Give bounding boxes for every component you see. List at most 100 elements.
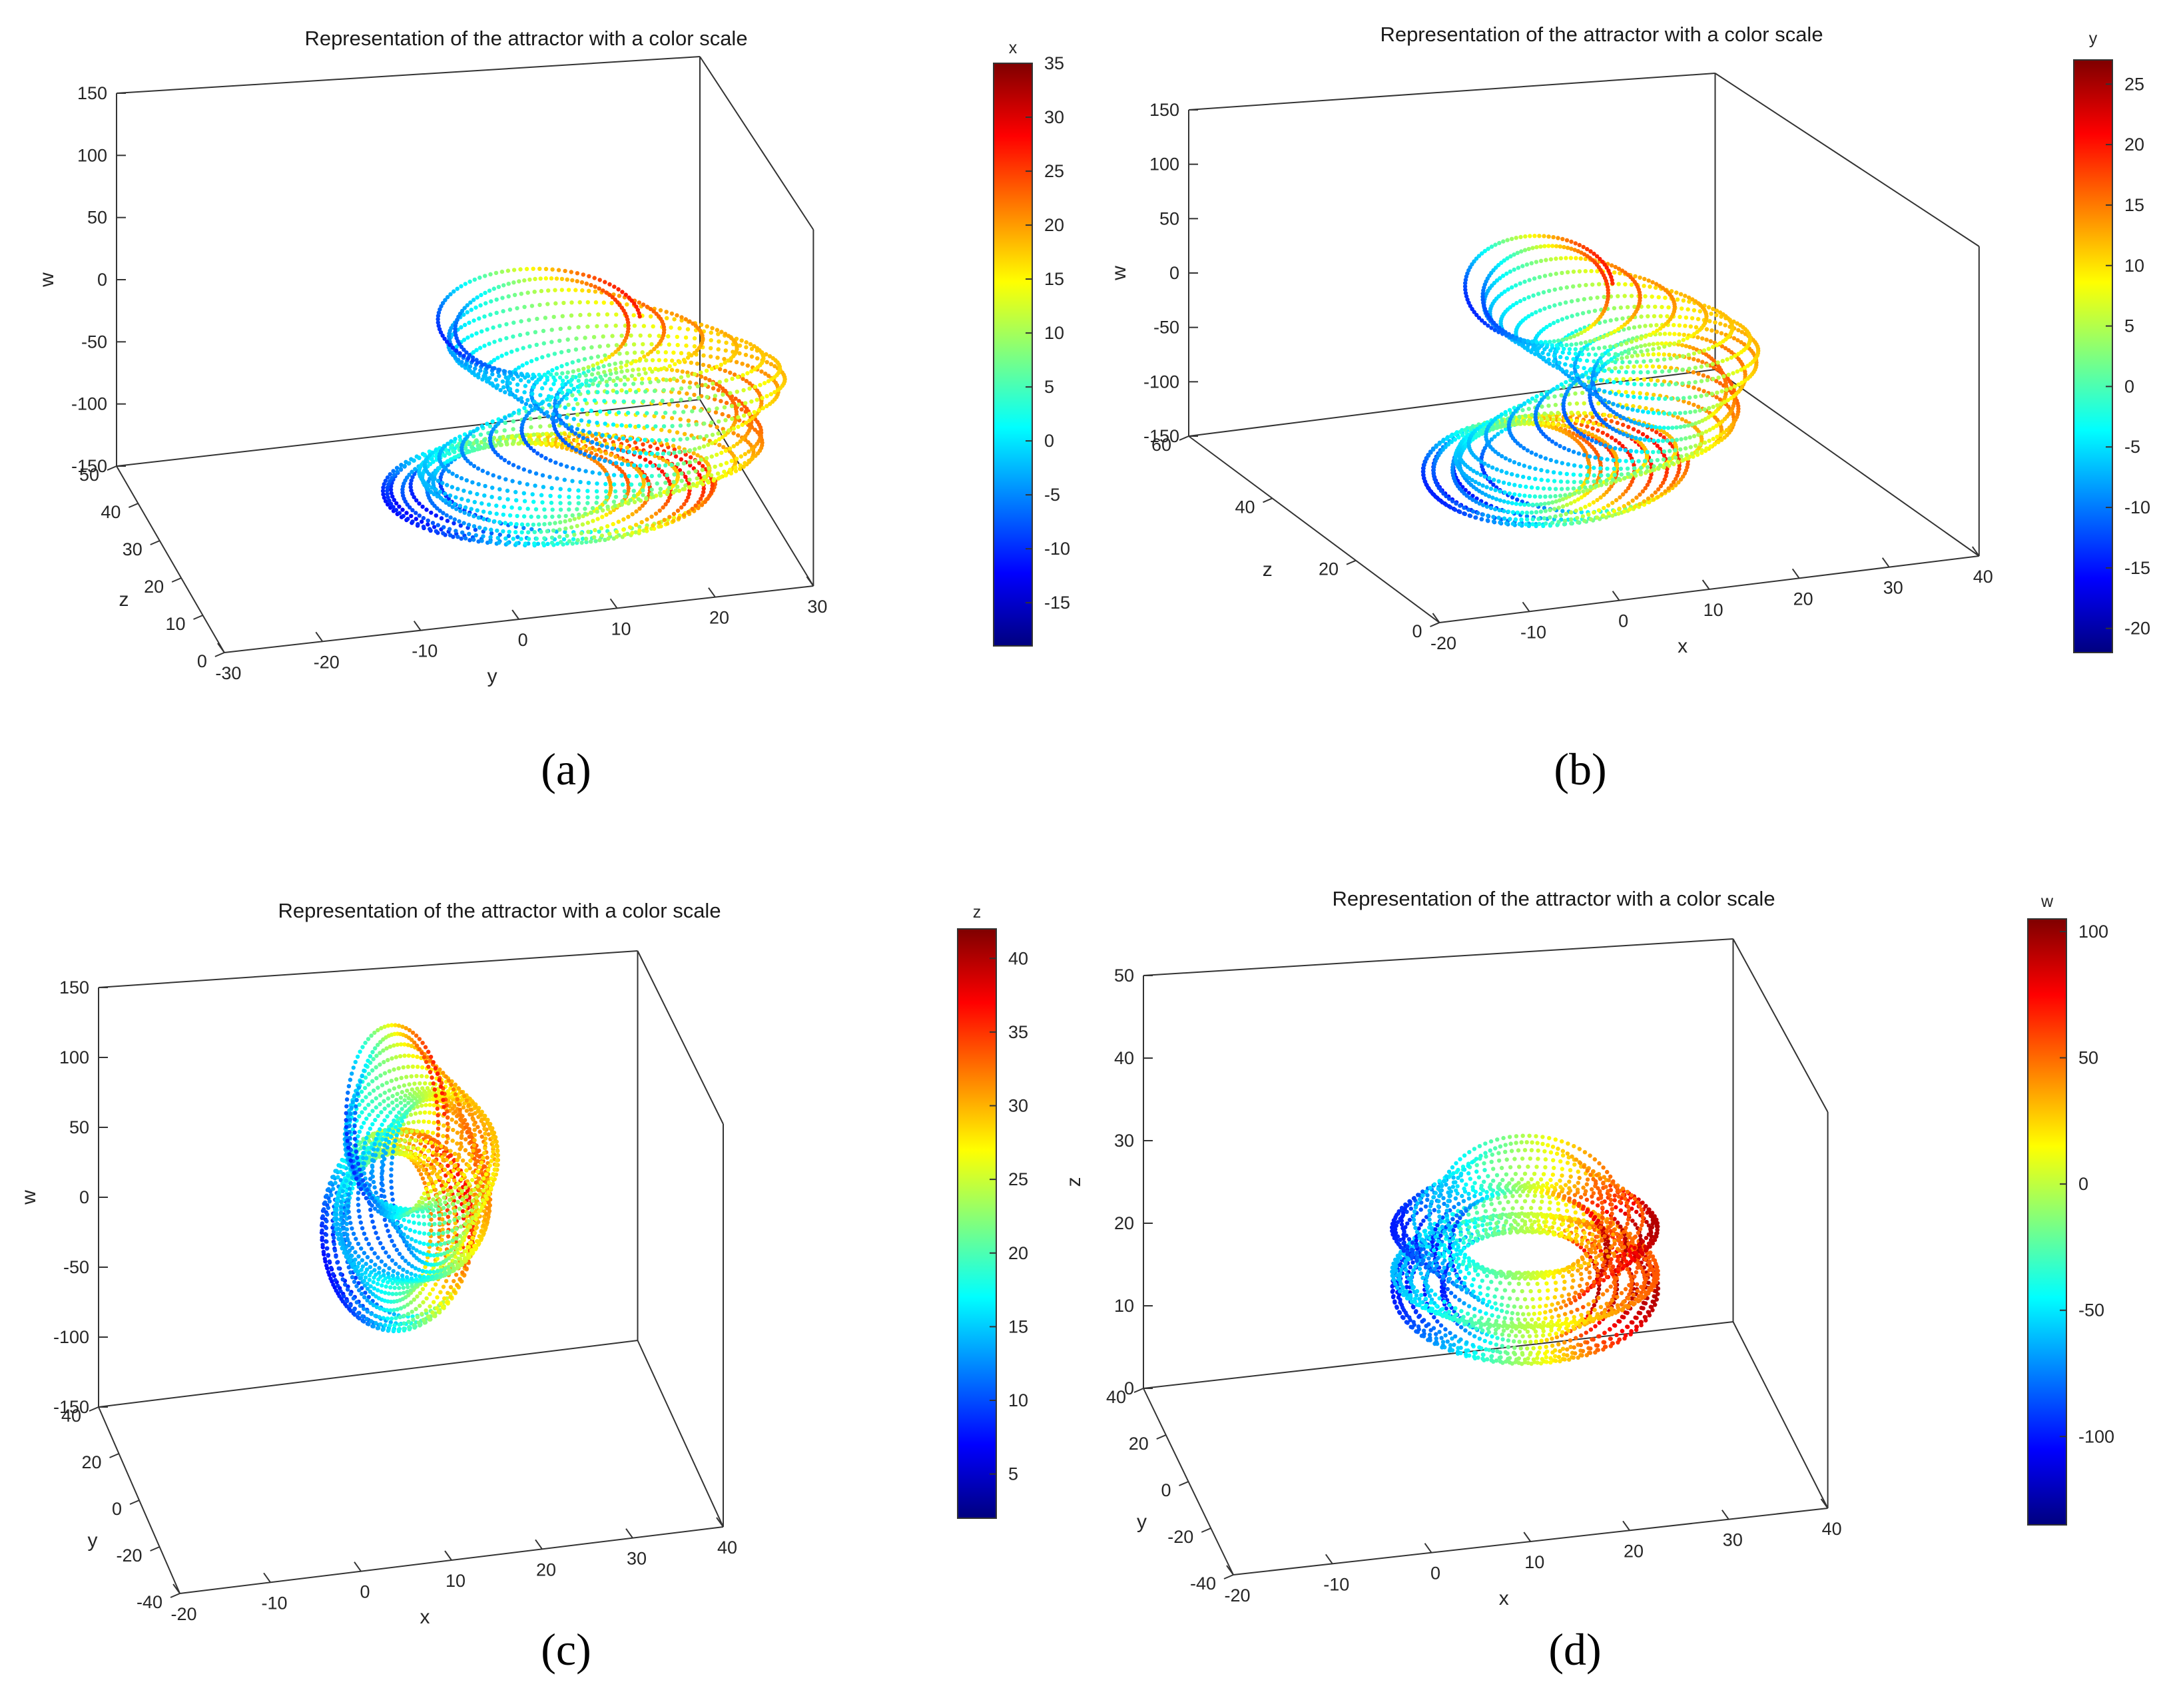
y-tick-label: 50 (79, 465, 99, 485)
trajectory-point (747, 458, 751, 463)
trajectory-point (525, 398, 530, 402)
trajectory-point (507, 307, 513, 312)
trajectory-point (646, 481, 651, 487)
trajectory-point (1454, 501, 1458, 506)
trajectory-point (632, 493, 637, 498)
trajectory-point (593, 539, 598, 543)
trajectory-point (761, 406, 766, 411)
trajectory-point (613, 495, 619, 499)
trajectory-point (622, 382, 627, 387)
trajectory-point (1564, 285, 1569, 290)
trajectory-point (547, 475, 552, 479)
trajectory-point (1578, 464, 1583, 469)
trajectory-point (1676, 459, 1680, 464)
trajectory-point (488, 272, 493, 277)
trajectory-point (649, 514, 654, 519)
trajectory-point (1499, 469, 1504, 473)
trajectory-point (1576, 490, 1582, 495)
x-tick-label: 20 (1793, 589, 1813, 609)
trajectory-point (625, 462, 631, 467)
trajectory-point (660, 398, 665, 404)
trajectory-point (1639, 465, 1644, 470)
trajectory-point (670, 424, 675, 428)
trajectory-point (715, 425, 719, 429)
trajectory-point (1710, 344, 1715, 350)
trajectory-point (465, 449, 470, 455)
trajectory-point (1700, 336, 1705, 341)
trajectory-point (1530, 517, 1535, 522)
trajectory-point (525, 506, 530, 511)
trajectory-point (563, 405, 567, 410)
trajectory-point (1646, 370, 1650, 375)
trajectory-point (518, 267, 523, 272)
trajectory-point (1528, 418, 1532, 423)
trajectory-point (661, 451, 666, 456)
trajectory-point (1529, 510, 1534, 515)
trajectory-point (1638, 391, 1642, 396)
trajectory-point (534, 342, 539, 347)
x-tick (511, 609, 519, 620)
trajectory-point (517, 408, 521, 413)
trajectory-point (679, 351, 684, 356)
trajectory-point (709, 473, 714, 477)
trajectory-point (515, 382, 520, 387)
trajectory-point (1466, 507, 1471, 512)
trajectory-point (505, 434, 511, 439)
trajectory-point (514, 498, 519, 503)
trajectory-point (1672, 323, 1676, 328)
trajectory-point (1553, 514, 1558, 519)
trajectory-point (1486, 463, 1491, 468)
trajectory-point (670, 358, 675, 363)
trajectory-point (535, 316, 539, 321)
z-tick-label: -50 (1153, 318, 1179, 338)
trajectory-point (535, 451, 540, 455)
trajectory-point (1512, 460, 1517, 465)
trajectory-point (681, 410, 686, 414)
trajectory-point (1592, 377, 1597, 382)
trajectory-point (1680, 306, 1684, 311)
trajectory-point (1492, 477, 1496, 482)
trajectory-point (652, 414, 657, 419)
trajectory-point (454, 507, 459, 511)
trajectory-point (1499, 412, 1504, 417)
trajectory-point (642, 473, 647, 479)
trajectory-point (519, 396, 523, 401)
trajectory-point (586, 481, 591, 485)
trajectory-point (625, 445, 629, 450)
trajectory-point (483, 301, 488, 306)
colorbar-tick-label: 5 (1044, 377, 1054, 397)
z-tick-label: -50 (81, 332, 107, 352)
trajectory-point (605, 441, 609, 446)
trajectory-point (606, 344, 611, 348)
trajectory-point (717, 339, 721, 344)
trajectory-point (1613, 366, 1618, 371)
trajectory-point (1667, 382, 1672, 387)
trajectory-point (474, 348, 479, 352)
trajectory-point (553, 288, 557, 292)
trajectory-point (392, 497, 396, 502)
trajectory-point (543, 437, 547, 442)
trajectory-point (1444, 503, 1448, 507)
trajectory-point (1630, 346, 1636, 351)
trajectory-point (541, 341, 546, 346)
trajectory-point (637, 525, 642, 529)
trajectory-point (687, 396, 693, 402)
trajectory-point (477, 316, 481, 321)
trajectory-point (616, 519, 621, 524)
z-tick-label: 50 (87, 208, 107, 228)
trajectory-point (740, 422, 745, 427)
trajectory-point (626, 501, 631, 506)
trajectory-point (475, 447, 480, 451)
trajectory-point (1619, 365, 1624, 370)
trajectory-point (1642, 459, 1648, 463)
trajectory-point (699, 322, 704, 327)
trajectory-point (569, 270, 573, 274)
trajectory-point (735, 375, 741, 380)
trajectory-point (456, 487, 460, 491)
trajectory-point (604, 472, 609, 477)
trajectory-point (648, 444, 653, 449)
trajectory-point (655, 451, 660, 456)
trajectory-point (410, 469, 414, 474)
trajectory-point (1522, 297, 1527, 302)
trajectory-point (1599, 483, 1604, 487)
